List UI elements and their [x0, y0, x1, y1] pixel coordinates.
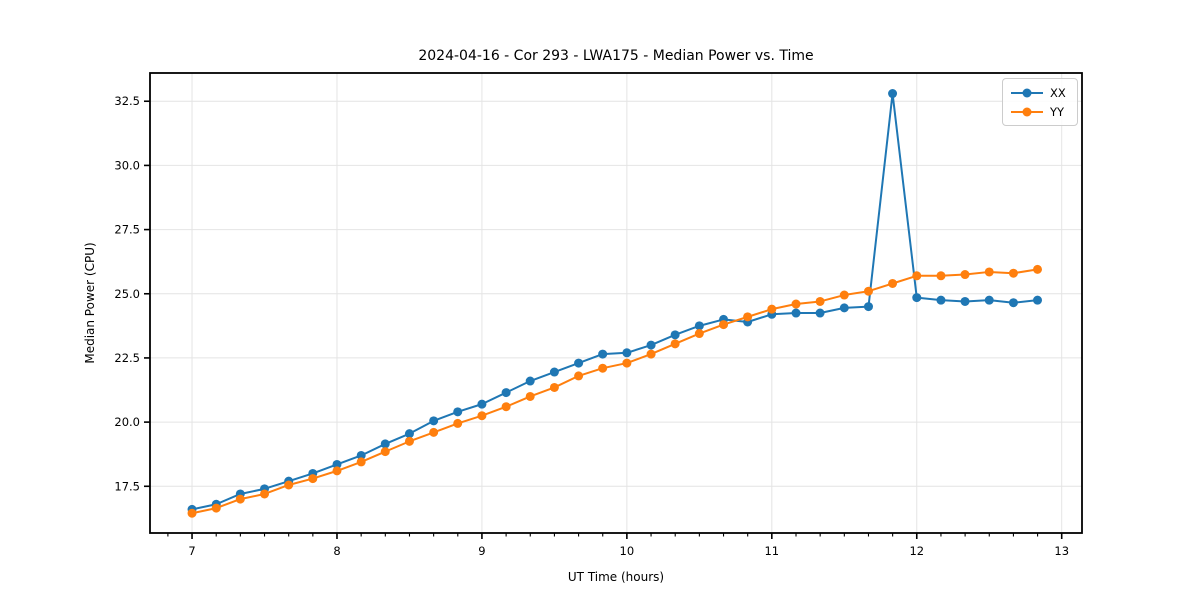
data-point-YY [984, 267, 994, 277]
data-point-YY [308, 474, 318, 484]
data-point-XX [1033, 295, 1043, 305]
y-tick-label: 32.5 [114, 94, 140, 108]
data-point-YY [767, 304, 777, 314]
data-point-XX [839, 303, 849, 313]
data-point-XX [598, 349, 608, 359]
data-point-YY [429, 427, 439, 437]
data-point-XX [501, 388, 511, 398]
axis-spine [149, 72, 1083, 534]
data-point-YY [912, 271, 922, 281]
data-point-XX [936, 295, 946, 305]
legend-label: XX [1050, 85, 1066, 100]
x-tick-label: 8 [333, 544, 340, 558]
data-point-YY [622, 358, 632, 368]
series-line-YY [191, 268, 1038, 515]
data-point-YY [598, 363, 608, 373]
data-point-XX [477, 399, 487, 409]
data-point-YY [477, 411, 487, 421]
x-tick-label: 7 [188, 544, 195, 558]
data-point-YY [211, 503, 221, 513]
data-point-YY [791, 299, 801, 309]
data-point-YY [743, 312, 753, 322]
data-point-YY [356, 457, 366, 467]
data-point-XX [646, 340, 656, 350]
data-point-XX [1008, 298, 1018, 308]
data-point-YY [1008, 268, 1018, 278]
x-tick-label: 11 [764, 544, 779, 558]
data-point-XX [863, 302, 873, 312]
data-point-XX [525, 376, 535, 386]
y-axis-label-text: Median Power (CPU) [83, 242, 97, 364]
data-point-YY [187, 508, 197, 518]
data-point-YY [235, 494, 245, 504]
data-point-YY [815, 296, 825, 306]
data-point-XX [574, 358, 584, 368]
data-point-XX [453, 407, 463, 417]
data-point-YY [719, 320, 729, 330]
data-point-XX [380, 439, 390, 449]
data-point-XX [549, 367, 559, 377]
data-point-XX [429, 416, 439, 426]
data-point-YY [694, 329, 704, 339]
x-tick-label: 9 [478, 544, 485, 558]
x-tick-label: 12 [909, 544, 924, 558]
data-point-XX [332, 459, 342, 469]
data-point-XX [622, 348, 632, 358]
y-tick-label: 25.0 [114, 287, 140, 301]
y-tick-label: 30.0 [114, 158, 140, 172]
data-point-YY [332, 466, 342, 476]
data-point-YY [863, 286, 873, 296]
data-point-YY [549, 382, 559, 392]
data-point-XX [815, 308, 825, 318]
data-point-YY [888, 278, 898, 288]
data-point-YY [284, 480, 294, 490]
legend-marker-icon [1011, 88, 1043, 97]
data-point-XX [670, 330, 680, 340]
legend: XX YY [1002, 78, 1078, 126]
legend-entry-xx: XX [1010, 83, 1077, 102]
data-point-YY [936, 271, 946, 281]
y-tick-label: 27.5 [114, 223, 140, 237]
data-point-YY [1033, 264, 1043, 274]
data-point-XX [694, 321, 704, 331]
x-tick-label: 10 [620, 544, 635, 558]
data-point-XX [888, 89, 898, 99]
data-point-YY [960, 270, 970, 280]
y-tick-label: 17.5 [114, 479, 140, 493]
series-line-XX [191, 92, 1038, 511]
legend-marker-icon [1011, 107, 1043, 116]
data-point-YY [839, 290, 849, 300]
data-point-XX [984, 295, 994, 305]
data-point-YY [525, 391, 535, 401]
data-point-XX [404, 429, 414, 439]
data-point-YY [380, 447, 390, 457]
legend-entry-yy: YY [1010, 102, 1077, 121]
chart-title: 2024-04-16 - Cor 293 - LWA175 - Median P… [418, 48, 814, 64]
x-axis-label: UT Time (hours) [567, 570, 665, 584]
data-point-XX [960, 296, 970, 306]
data-point-XX [356, 450, 366, 460]
data-point-YY [404, 436, 414, 446]
data-point-XX [791, 308, 801, 318]
data-point-XX [912, 293, 922, 303]
data-point-YY [501, 402, 511, 412]
data-point-YY [260, 489, 270, 499]
legend-label: YY [1050, 104, 1065, 119]
y-tick-label: 20.0 [114, 415, 140, 429]
y-tick-label: 22.5 [114, 351, 140, 365]
data-point-YY [574, 371, 584, 381]
x-tick-label: 13 [1054, 544, 1069, 558]
data-point-YY [670, 339, 680, 349]
data-point-YY [646, 349, 656, 359]
data-point-YY [453, 418, 463, 428]
